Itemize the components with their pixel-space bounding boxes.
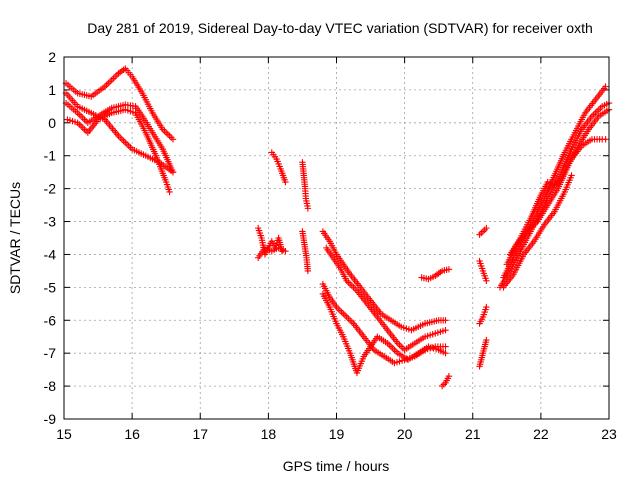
data-point	[483, 336, 490, 344]
y-tick-label: 2	[48, 49, 56, 65]
y-tick-label: -9	[44, 411, 57, 427]
data-point	[442, 326, 449, 334]
chart-title: Day 281 of 2019, Sidereal Day-to-day VTE…	[87, 20, 593, 36]
x-tick-label: 22	[533, 426, 549, 442]
data-points	[62, 65, 613, 390]
data-point	[282, 178, 289, 186]
data-point	[304, 205, 312, 212]
data-point	[568, 172, 575, 179]
series-arc-13	[319, 290, 449, 377]
series-arc-24	[500, 172, 575, 291]
series-arc-23	[507, 136, 609, 258]
series-arc-8	[299, 159, 312, 212]
y-tick-label: -4	[44, 246, 57, 262]
series-arc-14	[418, 266, 453, 283]
y-tick-label: -8	[44, 378, 57, 394]
plot-frame	[63, 56, 610, 420]
data-point	[166, 188, 173, 196]
series-arc-1	[62, 65, 177, 143]
series-arc-15	[438, 373, 453, 390]
data-point	[445, 266, 453, 273]
series-arc-6	[254, 244, 289, 261]
x-tick-label: 18	[261, 426, 277, 442]
y-tick-label: -2	[44, 181, 57, 197]
y-tick-label: -3	[44, 214, 57, 230]
y-axis-label: SDTVAR / TECUs	[7, 182, 23, 294]
data-point	[483, 303, 490, 311]
x-axis-label: GPS time / hours	[283, 458, 390, 474]
x-tick-label: 17	[192, 426, 208, 442]
x-tick-label: 20	[397, 426, 413, 442]
data-point	[602, 83, 609, 90]
y-tick-label: -7	[44, 345, 57, 361]
series-arc-11	[323, 244, 449, 354]
x-tick-label: 16	[124, 426, 140, 442]
series-arc-22	[503, 106, 613, 268]
x-tick-label: 19	[329, 426, 345, 442]
data-point	[445, 373, 453, 380]
x-tick-label: 23	[601, 426, 617, 442]
data-point	[602, 136, 609, 143]
data-point	[442, 343, 449, 350]
x-tick-label: 21	[465, 426, 481, 442]
series-arc-7	[268, 149, 289, 186]
y-tick-label: -1	[44, 148, 57, 164]
series-arc-18	[476, 303, 490, 327]
data-point	[282, 247, 289, 255]
y-tick-label: -6	[44, 312, 57, 328]
series-arc-19	[476, 336, 490, 370]
series-arc-16	[476, 224, 490, 238]
y-tick-label: -5	[44, 279, 57, 295]
series-arc-9	[299, 228, 312, 275]
data-point	[304, 267, 312, 275]
data-point	[169, 136, 177, 143]
x-tick-label: 15	[56, 426, 72, 442]
series-arc-4	[64, 106, 173, 196]
series-arc-10	[319, 228, 449, 334]
y-tick-label: 0	[48, 115, 56, 131]
data-point	[442, 317, 449, 324]
series-arc-17	[476, 257, 490, 284]
data-point	[169, 168, 177, 176]
y-tick-label: 1	[48, 82, 56, 98]
data-point	[483, 224, 490, 232]
data-point	[483, 277, 490, 284]
data-point	[442, 349, 449, 357]
